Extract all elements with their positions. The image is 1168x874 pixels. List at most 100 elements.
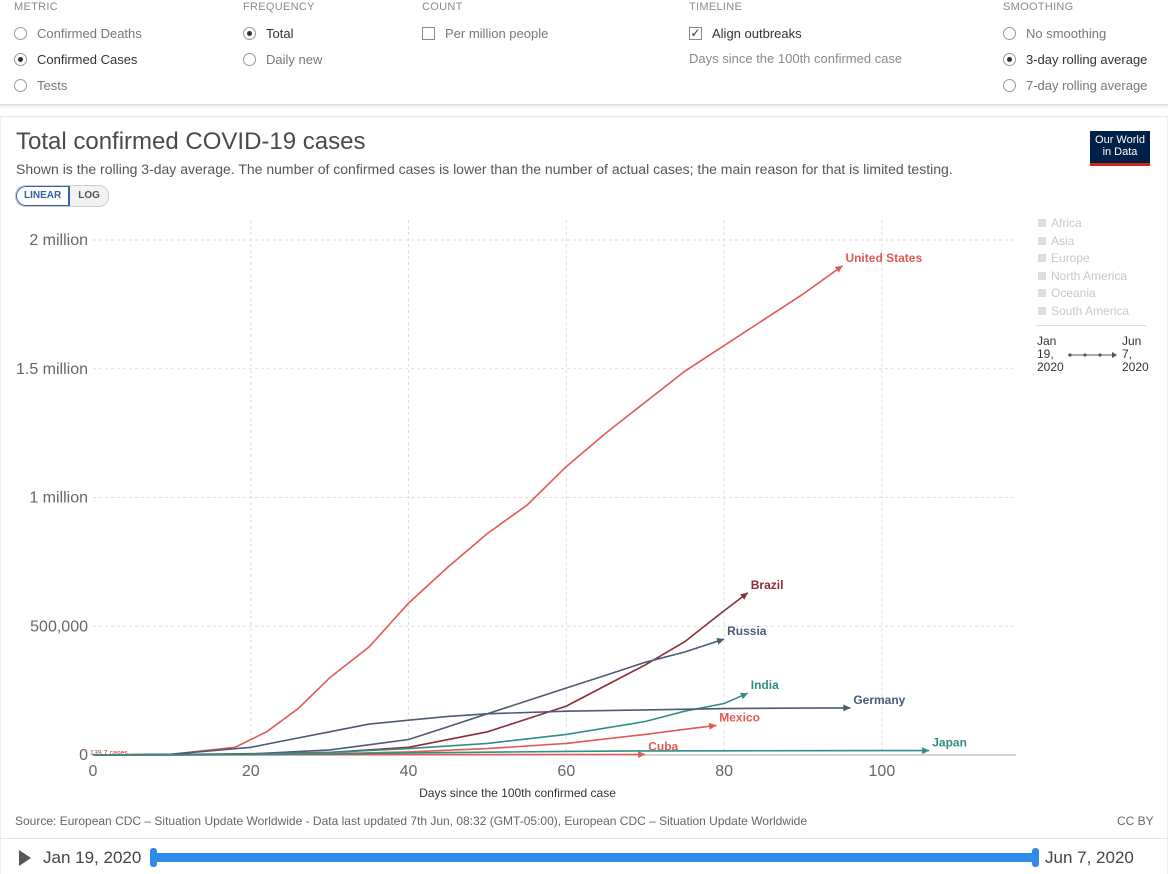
smoothing-title: SMOOTHING [1003, 1, 1074, 13]
legend-label: North America [1051, 268, 1128, 283]
legend-label: South America [1051, 304, 1130, 318]
chart-subtitle: Shown is the rolling 3-day average. The … [16, 161, 953, 177]
x-tick-label: 60 [557, 763, 575, 780]
legend-region-asia[interactable]: Asia [1038, 234, 1074, 248]
log-button[interactable]: LOG [70, 186, 108, 206]
frequency-option-total[interactable]: Total [243, 20, 322, 46]
play-icon[interactable] [19, 850, 31, 866]
frequency-title: FREQUENCY [243, 1, 315, 13]
smoothing-option-none[interactable]: No smoothing [1003, 20, 1147, 46]
timeline-note: Days since the 100th confirmed case [689, 50, 903, 66]
series-arrowhead [716, 637, 725, 645]
controls-bar: METRIC Confirmed Deaths Confirmed Cases … [0, 0, 1168, 105]
series-arrowhead [740, 592, 748, 600]
radio-checked-icon[interactable] [243, 26, 256, 40]
timeline-start-handle[interactable] [150, 848, 157, 867]
series-arrowhead [708, 722, 717, 730]
metric-option-tests[interactable]: Tests [14, 72, 142, 98]
legend-swatch [1038, 254, 1046, 263]
y-tick-label: 1.5 million [16, 361, 88, 378]
series-arrowhead [843, 704, 851, 712]
series-label-russia[interactable]: Russia [727, 624, 767, 638]
source-note: Source: European CDC – Situation Update … [15, 814, 807, 828]
legend-swatch [1038, 271, 1046, 280]
x-tick-label: 20 [242, 763, 260, 780]
min-value-label: 139.7 cases [90, 750, 128, 757]
legend-label: Africa [1051, 216, 1082, 230]
radio-checked-icon[interactable] [14, 52, 27, 66]
per-million-checkbox[interactable]: Per million people [422, 20, 548, 46]
timeline-slider[interactable] [153, 853, 1036, 862]
radio-icon[interactable] [1003, 78, 1016, 92]
x-tick-label: 100 [869, 763, 896, 780]
frequency-group: FREQUENCY Total Daily new [243, 0, 322, 72]
legend-swatch [1038, 289, 1046, 298]
series-label-cuba[interactable]: Cuba [648, 739, 678, 753]
chart-panel [0, 116, 1168, 874]
series-label-india[interactable]: India [751, 678, 779, 692]
timeline-group: TIMELINE ✓ Align outbreaks Days since the… [689, 0, 902, 70]
y-tick-label: 1 million [29, 490, 88, 507]
frequency-option-daily[interactable]: Daily new [243, 46, 322, 72]
legend-region-south-america[interactable]: South America [1038, 304, 1129, 318]
timeline-title: TIMELINE [689, 1, 743, 13]
x-axis-title: Days since the 100th confirmed case [419, 786, 616, 800]
legend-label: Oceania [1051, 286, 1096, 301]
timeline-start-date: Jan 19, 2020 [43, 848, 142, 867]
legend-label: Asia [1051, 233, 1075, 248]
chart-title: Total confirmed COVID-19 cases [16, 128, 366, 155]
legend-region-oceania[interactable]: Oceania [1038, 286, 1096, 300]
y-tick-label: 2 million [29, 232, 88, 249]
series-line-united-states [92, 265, 843, 756]
series-line-brazil [92, 592, 749, 756]
radio-icon[interactable] [14, 26, 27, 40]
timeline-end-handle[interactable] [1032, 848, 1039, 867]
legend-region-europe[interactable]: Europe [1038, 251, 1090, 265]
checkmark-icon[interactable]: ✓ [689, 25, 702, 40]
series-line-germany [92, 707, 851, 756]
radio-checked-icon[interactable] [1003, 52, 1016, 66]
smoothing-group: SMOOTHING No smoothing 3-day rolling ave… [1003, 0, 1147, 98]
footer-divider [0, 838, 1168, 839]
legend-region-africa[interactable]: Africa [1038, 216, 1082, 230]
metric-option-cases[interactable]: Confirmed Cases [14, 46, 142, 72]
series-arrowhead [739, 692, 748, 700]
legend-label: Europe [1051, 251, 1090, 266]
series-arrowhead [922, 747, 930, 755]
series-label-united-states[interactable]: United States [845, 251, 922, 265]
owid-logo[interactable]: Our World in Data [1090, 131, 1150, 166]
legend-swatch [1038, 307, 1046, 315]
legend-start-date: Jan 19, 2020 [1037, 334, 1064, 374]
x-tick-label: 80 [715, 763, 733, 780]
count-title: COUNT [422, 1, 463, 13]
series-label-germany[interactable]: Germany [853, 693, 905, 707]
smoothing-option-3day[interactable]: 3-day rolling average [1003, 46, 1147, 72]
y-tick-label: 500,000 [30, 618, 88, 635]
x-tick-label: 0 [89, 763, 98, 780]
series-label-brazil[interactable]: Brazil [751, 578, 784, 592]
legend-swatch [1038, 236, 1046, 245]
license-link[interactable]: CC BY [1117, 814, 1154, 828]
series-label-japan[interactable]: Japan [932, 736, 967, 750]
smoothing-option-7day[interactable]: 7-day rolling average [1003, 72, 1147, 98]
linear-button[interactable]: LINEAR [16, 186, 71, 206]
radio-icon[interactable] [243, 52, 256, 66]
metric-option-deaths[interactable]: Confirmed Deaths [14, 20, 142, 46]
metric-title: METRIC [14, 1, 58, 13]
checkbox-icon[interactable] [422, 26, 435, 40]
series-arrowhead [638, 750, 646, 758]
scale-toggle[interactable]: LINEAR LOG [15, 185, 109, 207]
timeline-end-date: Jun 7, 2020 [1045, 848, 1134, 867]
legend-region-north-america[interactable]: North America [1038, 269, 1127, 283]
legend-swatch [1038, 219, 1046, 227]
count-group: COUNT Per million people [422, 0, 548, 46]
x-tick-label: 40 [400, 763, 418, 780]
series-label-mexico[interactable]: Mexico [719, 710, 760, 724]
align-outbreaks-checkbox[interactable]: ✓ Align outbreaks [689, 25, 802, 41]
metric-group: METRIC Confirmed Deaths Confirmed Cases … [14, 0, 142, 98]
legend-divider [1036, 325, 1146, 326]
series-line-japan [92, 749, 930, 756]
radio-icon[interactable] [14, 78, 27, 92]
radio-icon[interactable] [1003, 26, 1016, 40]
